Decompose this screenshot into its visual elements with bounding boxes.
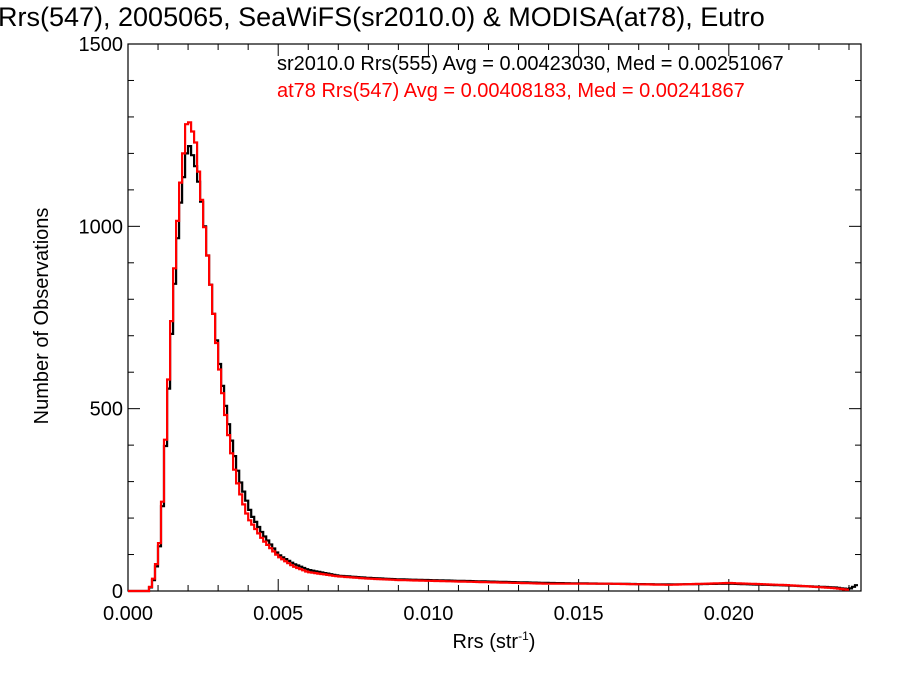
series-black-histogram (128, 145, 858, 593)
legend-entry-black: sr2010.0 Rrs(555) Avg = 0.00423030, Med … (277, 53, 784, 75)
y-tick-label: 500 (90, 399, 123, 421)
plot-border (127, 43, 862, 592)
x-axis-title-main: Rrs (str (453, 631, 519, 653)
x-tick-label: 0.005 (253, 603, 303, 625)
y-tick-label: 1500 (79, 34, 124, 56)
legend-entry-red: at78 Rrs(547) Avg = 0.00408183, Med = 0.… (277, 80, 745, 102)
x-tick-label: 0.015 (554, 603, 604, 625)
plot-area (127, 43, 862, 592)
x-axis-title-superscript: -1 (518, 629, 529, 643)
y-axis: 0 500 1000 1500 (79, 34, 861, 603)
x-tick-label: 0.000 (103, 603, 153, 625)
x-axis-title-close: ) (529, 631, 536, 653)
y-tick-label: 1000 (79, 216, 124, 238)
y-tick-label: 0 (112, 581, 123, 603)
x-tick-label: 0.020 (704, 603, 754, 625)
y-axis-title: Number of Observations (31, 208, 53, 425)
x-tick-label: 0.010 (403, 603, 453, 625)
chart-title: Rrs(547), 2005065, SeaWiFS(sr2010.0) & M… (0, 2, 765, 32)
series-red-histogram (128, 121, 849, 593)
series-layer (128, 121, 858, 593)
x-axis: 0.000 0.005 0.010 0.015 0.020 (103, 44, 850, 625)
x-axis-title: Rrs (str-1) (453, 629, 536, 653)
